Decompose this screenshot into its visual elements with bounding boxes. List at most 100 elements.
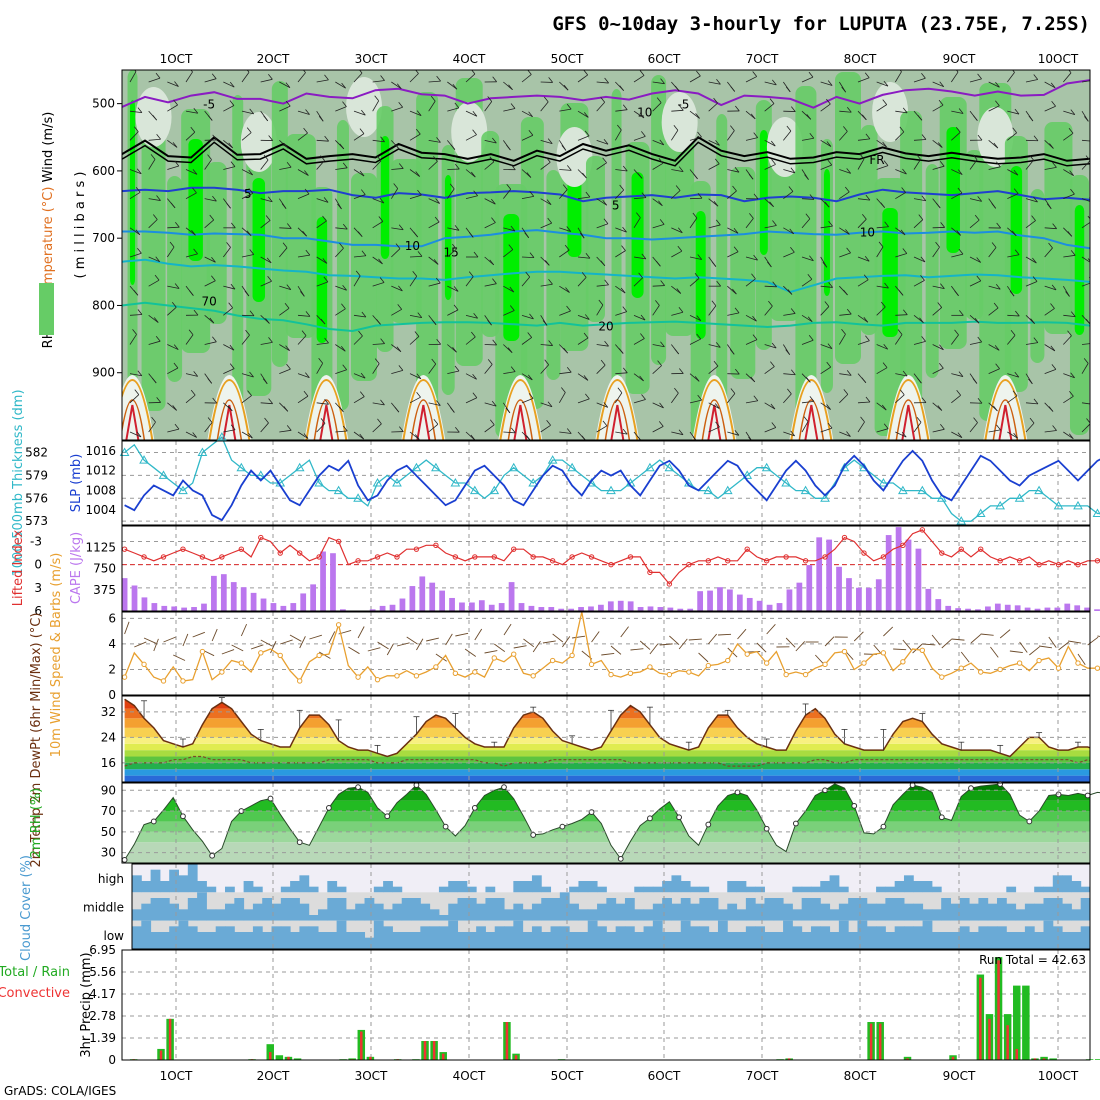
barb-flag-7-1 (263, 115, 269, 122)
cloud-middle-15 (271, 903, 282, 921)
barb-flag-21-1 (528, 111, 533, 118)
barb-14-3 (391, 168, 404, 170)
barb-flag-19-9 (492, 339, 497, 346)
cloud-middle-95 (1015, 909, 1026, 921)
cloud-low-66 (745, 926, 756, 949)
barb-44-5 (951, 227, 961, 236)
barb-flag-42-9 (921, 336, 926, 342)
barb-50-8 (1063, 314, 1076, 317)
barb-flag-16-0 (436, 75, 441, 82)
barb-flag-46-2 (993, 142, 999, 149)
barb-flag-22-6 (544, 260, 550, 266)
cloud-middle-39 (494, 898, 505, 921)
barb-28-3 (652, 162, 664, 170)
barb-flag-31-9 (715, 342, 721, 348)
cloud-low-4 (169, 926, 180, 949)
barb-42-0 (913, 77, 926, 83)
barb-flag-3-7 (189, 290, 194, 296)
barb-flag-32-11 (730, 388, 736, 394)
surface-barb-10 (221, 649, 235, 655)
barb-flag-35-6 (790, 247, 795, 253)
thickness-point-14 (255, 470, 266, 479)
rh-point-45 (559, 823, 566, 830)
barb-flag-30-3 (693, 173, 698, 180)
surface-barb-34 (455, 632, 469, 637)
cloud-middle-64 (727, 903, 738, 921)
barb-1-8 (148, 315, 159, 323)
barb-flag-3-9 (188, 329, 194, 336)
barb-flag-11-12 (342, 425, 348, 432)
barb-44-9 (951, 334, 959, 345)
surface-barb-38 (494, 643, 506, 653)
barb-flag-42-8 (919, 317, 924, 323)
cloud-middle-99 (1052, 898, 1063, 921)
cloud-high-74 (820, 881, 831, 893)
barb-27-1 (633, 110, 645, 119)
barb-31-3 (708, 163, 720, 170)
barb-17-0 (447, 81, 458, 90)
thickness-point-70 (800, 485, 811, 495)
cloud-low-50 (597, 926, 607, 949)
rh-dry-patch-6 (240, 112, 277, 172)
cloud-high-47 (569, 886, 579, 893)
barb-49-1 (1044, 105, 1056, 112)
cloud-low-17 (290, 932, 300, 949)
cs-ytick-label-2: 700 (92, 231, 115, 245)
cloud-middle-18 (299, 903, 310, 921)
barb-flag-14-0 (396, 83, 402, 89)
barb-flag-19-12 (489, 419, 495, 426)
thickness-point-84 (936, 493, 947, 502)
barb-flag-31-2 (715, 140, 720, 146)
barb-40-5 (876, 226, 889, 229)
surface-barb-92 (1019, 641, 1028, 653)
wind-point-14 (258, 650, 264, 656)
barb-4-3 (204, 159, 212, 170)
slp-tick-1: 1012 (85, 464, 116, 478)
barb-43-0 (932, 81, 944, 88)
barb-12-10 (353, 373, 366, 379)
wind-point-36 (472, 669, 478, 675)
barb-flag-29-4 (675, 185, 681, 191)
cape-bar-29 (409, 586, 416, 611)
cloud-high-75 (829, 875, 840, 893)
cape-bar-87 (985, 606, 991, 611)
barb-flag-33-11 (753, 395, 759, 401)
barb-flag-36-2 (809, 132, 815, 139)
barb-flag-29-11 (674, 387, 679, 394)
barb-50-2 (1063, 132, 1074, 141)
lifted-point-78 (880, 554, 887, 560)
barb-flag-12-4 (360, 189, 366, 195)
barb-flag-46-6 (991, 242, 997, 248)
barb-flag-48-3 (1029, 154, 1034, 161)
barb-20-5 (503, 227, 516, 232)
barb-flag-16-6 (433, 259, 439, 265)
barb-flag-12-2 (359, 128, 365, 134)
lifted-ylabel: Lifted Index (11, 529, 26, 606)
isotherm-3 (122, 229, 1090, 250)
surface-barb-19 (309, 634, 322, 640)
barb-33-6 (745, 256, 758, 261)
barb-20-7 (503, 285, 515, 293)
barb-flag-13-4 (379, 197, 385, 204)
barb-38-6 (839, 252, 851, 258)
barb-1-4 (148, 198, 161, 201)
barb-flag-10-5 (322, 215, 327, 222)
wind-point-52 (627, 670, 634, 676)
barb-flag-21-5 (524, 232, 530, 239)
cloud-high-73 (810, 886, 821, 893)
precip-conv-73 (787, 1058, 791, 1060)
barb-flag-4-3 (207, 154, 212, 160)
cloud-high-27 (383, 881, 393, 893)
surface-barb-14 (260, 639, 273, 647)
barb-20-4 (503, 188, 512, 199)
barb-37-12 (820, 427, 833, 433)
barb-flag-35-12 (790, 430, 795, 437)
barb-flag-45-9 (977, 336, 983, 343)
barb-flag-30-1 (695, 113, 700, 119)
isotherm-28-dome-6 (701, 399, 728, 440)
bottom-axis-tick-1: 2OCT (257, 1069, 290, 1083)
precip-total-107 (1094, 1059, 1100, 1060)
contour-label-3: 5 (244, 187, 252, 201)
barb-flag-40-9 (883, 343, 889, 350)
temp-band-8 (124, 718, 1090, 728)
